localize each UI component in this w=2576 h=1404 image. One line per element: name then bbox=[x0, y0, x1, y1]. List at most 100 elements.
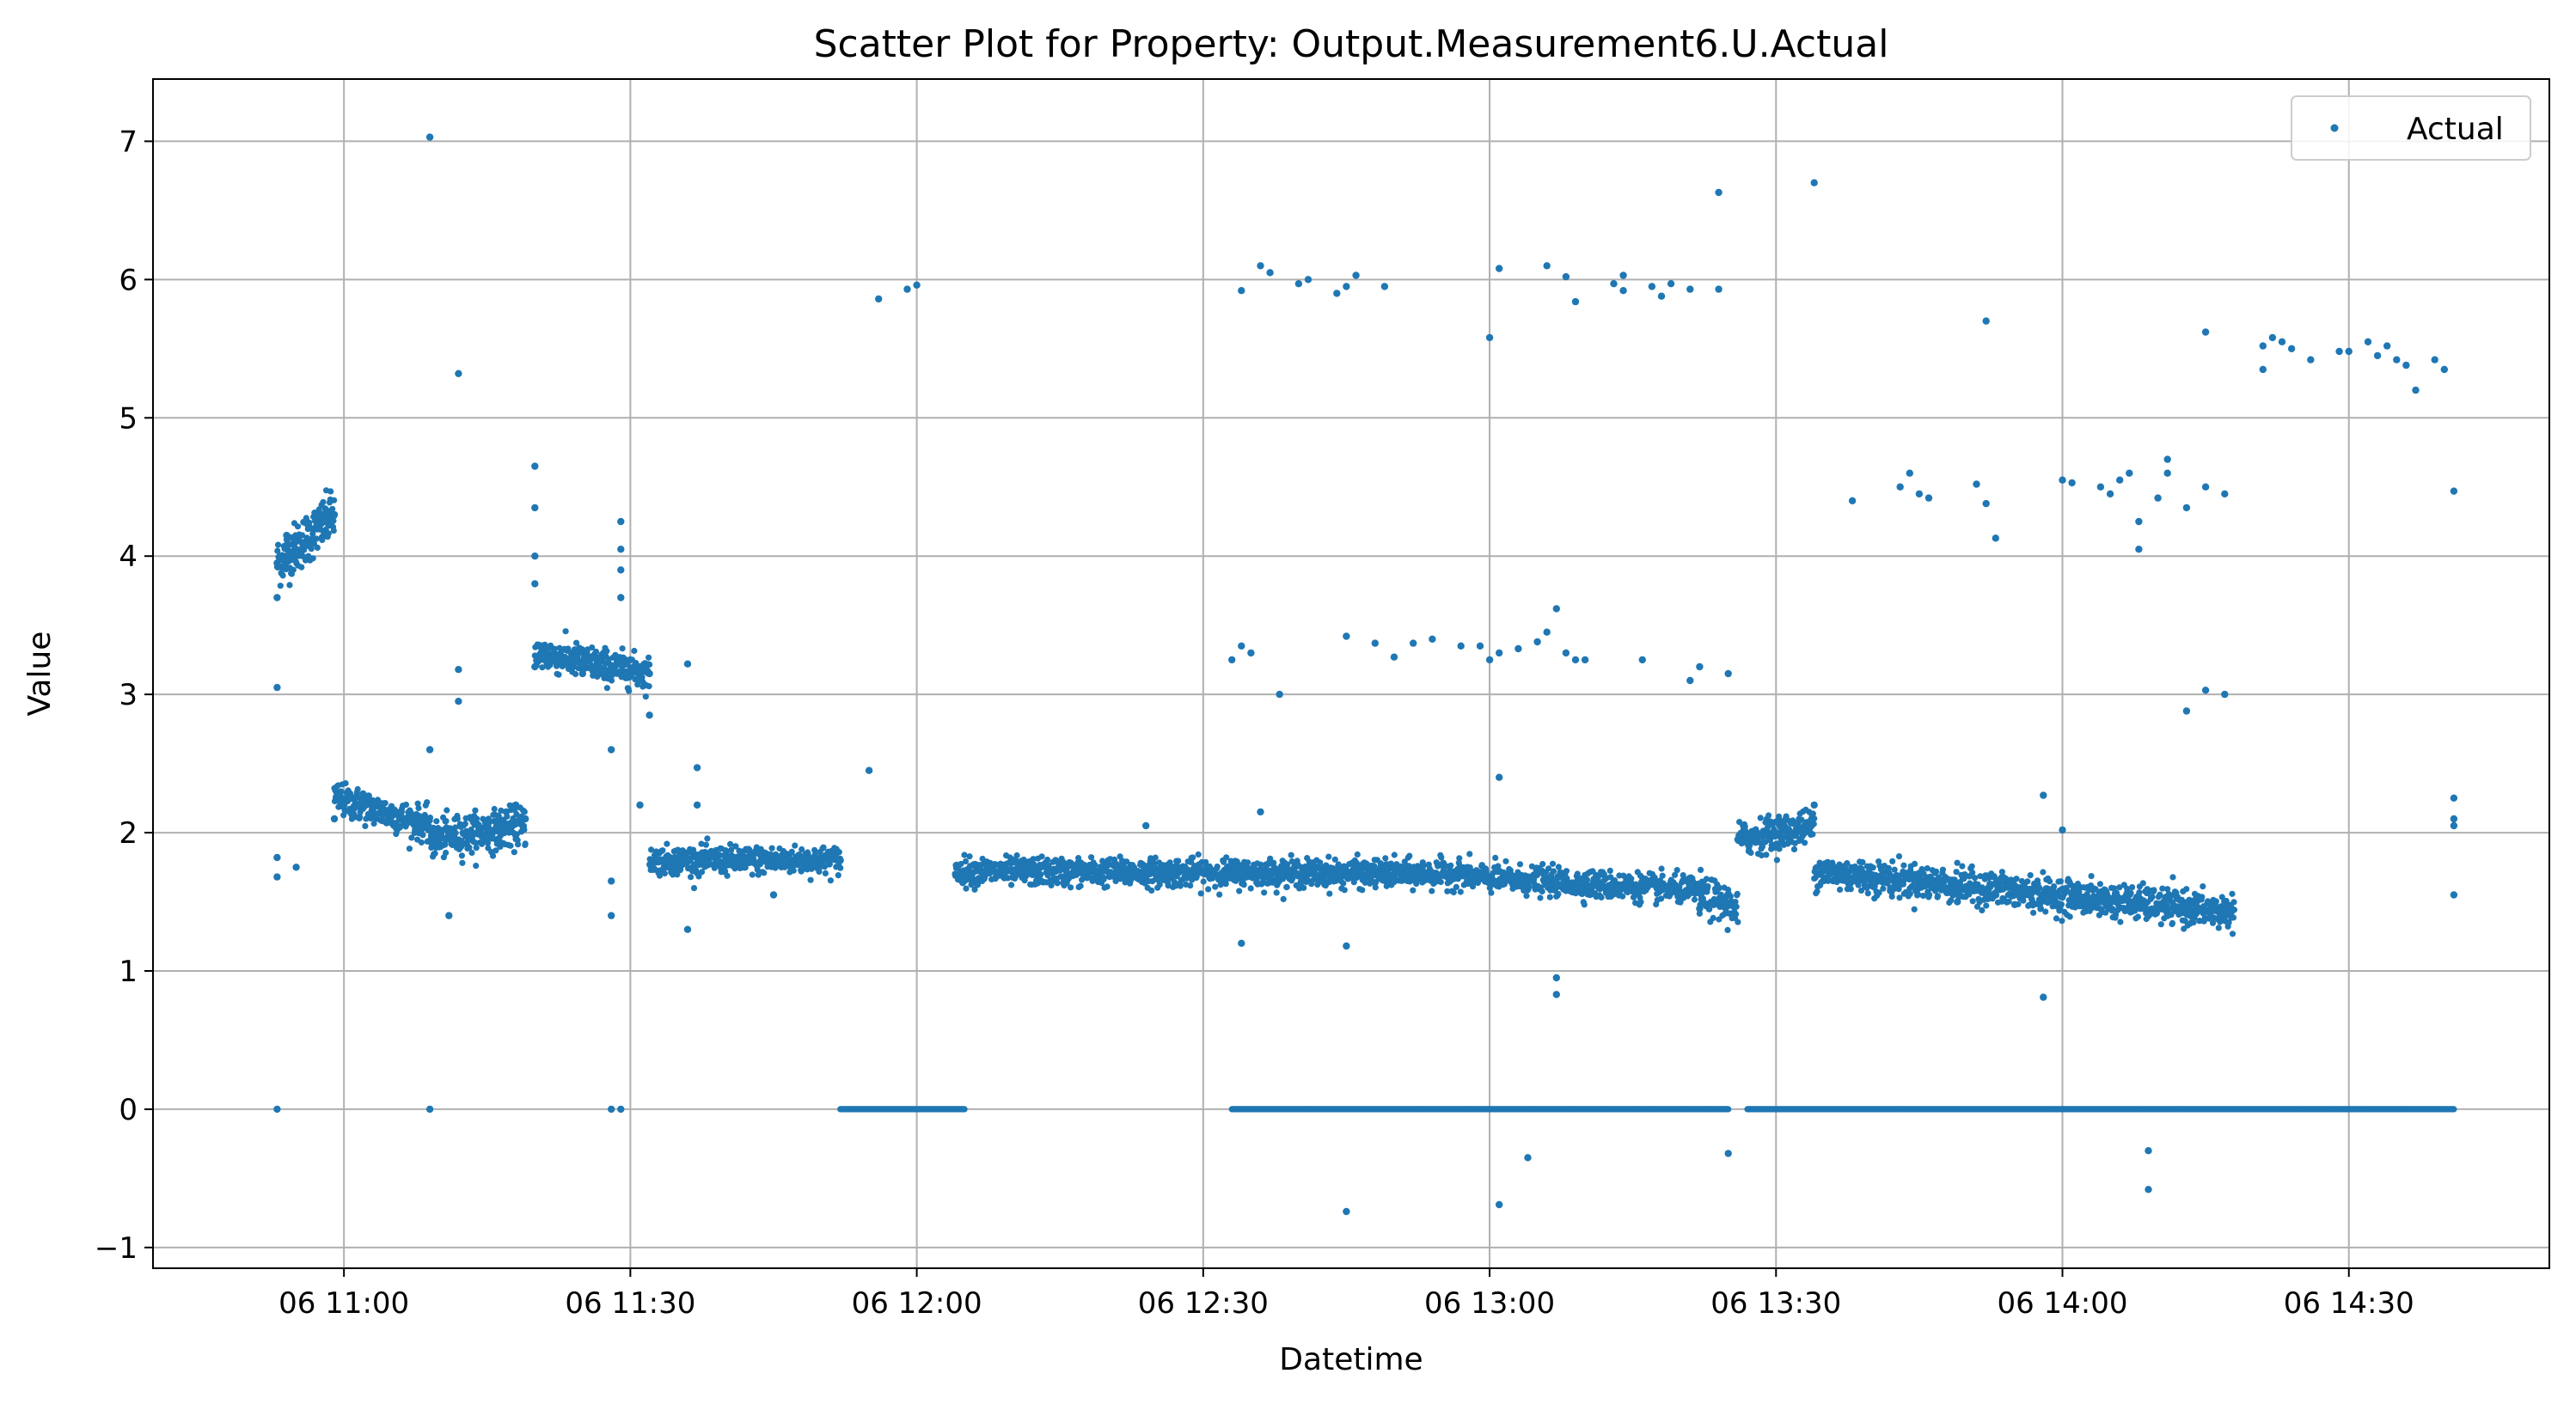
data-point bbox=[1891, 866, 1898, 873]
data-point bbox=[459, 859, 466, 866]
data-point bbox=[273, 853, 281, 862]
data-point bbox=[416, 815, 425, 823]
data-point bbox=[550, 649, 558, 657]
data-point bbox=[472, 807, 479, 814]
data-point bbox=[445, 828, 453, 837]
data-point bbox=[664, 840, 670, 847]
data-point bbox=[768, 845, 775, 852]
data-point bbox=[749, 871, 756, 878]
data-point bbox=[2013, 876, 2020, 882]
data-point bbox=[2383, 342, 2391, 350]
data-point bbox=[1175, 858, 1182, 864]
data-point bbox=[1667, 280, 1675, 288]
data-point bbox=[698, 869, 706, 876]
data-point bbox=[273, 559, 281, 567]
data-point bbox=[1900, 862, 1907, 869]
data-point bbox=[511, 801, 520, 809]
data-point bbox=[674, 871, 681, 878]
data-point bbox=[807, 876, 814, 883]
data-point bbox=[443, 818, 450, 825]
data-point bbox=[498, 807, 505, 815]
data-point bbox=[1552, 974, 1561, 982]
data-point bbox=[1673, 867, 1680, 874]
data-point bbox=[609, 677, 615, 684]
data-point bbox=[274, 547, 281, 554]
data-point bbox=[1300, 884, 1307, 891]
data-point bbox=[1371, 639, 1380, 647]
data-point bbox=[1496, 877, 1503, 885]
data-point bbox=[1390, 653, 1398, 661]
data-point bbox=[2259, 342, 2267, 350]
data-point bbox=[741, 864, 749, 871]
data-point bbox=[2450, 487, 2458, 495]
data-point bbox=[502, 808, 511, 816]
data-point bbox=[2010, 900, 2019, 909]
data-point bbox=[1658, 865, 1665, 872]
data-point bbox=[1959, 863, 1966, 870]
data-point bbox=[572, 670, 579, 678]
data-point bbox=[820, 844, 827, 851]
data-point bbox=[2345, 347, 2353, 356]
data-point bbox=[1638, 656, 1647, 664]
data-point bbox=[1502, 858, 1509, 864]
data-point bbox=[1453, 883, 1459, 890]
data-point bbox=[1571, 656, 1580, 664]
data-point bbox=[455, 369, 462, 377]
data-point bbox=[702, 841, 710, 848]
data-point bbox=[1889, 858, 1896, 865]
data-point bbox=[1077, 882, 1084, 889]
data-point bbox=[1197, 890, 1204, 897]
data-point bbox=[1715, 285, 1722, 293]
data-point bbox=[1924, 494, 1933, 502]
data-point bbox=[827, 877, 835, 884]
data-point bbox=[1261, 889, 1268, 896]
data-point bbox=[1733, 903, 1740, 910]
data-point bbox=[444, 807, 450, 814]
data-point bbox=[1447, 862, 1454, 869]
data-point bbox=[760, 857, 768, 864]
data-point bbox=[1326, 890, 1333, 897]
data-point bbox=[1488, 889, 1495, 896]
data-point bbox=[1429, 635, 1436, 643]
data-point bbox=[1973, 480, 1980, 488]
data-point bbox=[1485, 656, 1494, 664]
data-point bbox=[2215, 925, 2222, 931]
data-point bbox=[1148, 887, 1155, 894]
data-point bbox=[1457, 642, 1465, 650]
data-point bbox=[1524, 1154, 1532, 1162]
data-point bbox=[1380, 283, 1389, 290]
data-point bbox=[1324, 866, 1331, 874]
data-point bbox=[378, 801, 386, 809]
data-point bbox=[1245, 859, 1251, 866]
data-point bbox=[1864, 890, 1871, 897]
data-point bbox=[1238, 287, 1245, 295]
data-point bbox=[1704, 882, 1711, 890]
data-point bbox=[1724, 1150, 1732, 1157]
data-point bbox=[455, 666, 462, 674]
data-point bbox=[331, 497, 338, 504]
data-point bbox=[617, 1105, 625, 1114]
data-point bbox=[963, 885, 970, 892]
data-point bbox=[2042, 908, 2049, 915]
data-point bbox=[1552, 605, 1561, 613]
data-point bbox=[722, 857, 730, 864]
data-point bbox=[2373, 351, 2382, 360]
data-point bbox=[443, 849, 450, 857]
data-point bbox=[436, 835, 444, 844]
data-point bbox=[2201, 687, 2210, 694]
data-point bbox=[1343, 283, 1350, 290]
data-point bbox=[2027, 872, 2034, 879]
data-point bbox=[1283, 883, 1290, 890]
data-point bbox=[2212, 898, 2219, 905]
data-point bbox=[1088, 854, 1095, 861]
data-points bbox=[273, 133, 2458, 1216]
data-point bbox=[1038, 853, 1045, 860]
data-point bbox=[357, 814, 364, 821]
data-point bbox=[365, 792, 372, 799]
data-point bbox=[1092, 862, 1098, 869]
data-point bbox=[569, 662, 577, 671]
data-point bbox=[452, 829, 459, 837]
data-point bbox=[1438, 854, 1445, 861]
data-point bbox=[1933, 868, 1940, 875]
